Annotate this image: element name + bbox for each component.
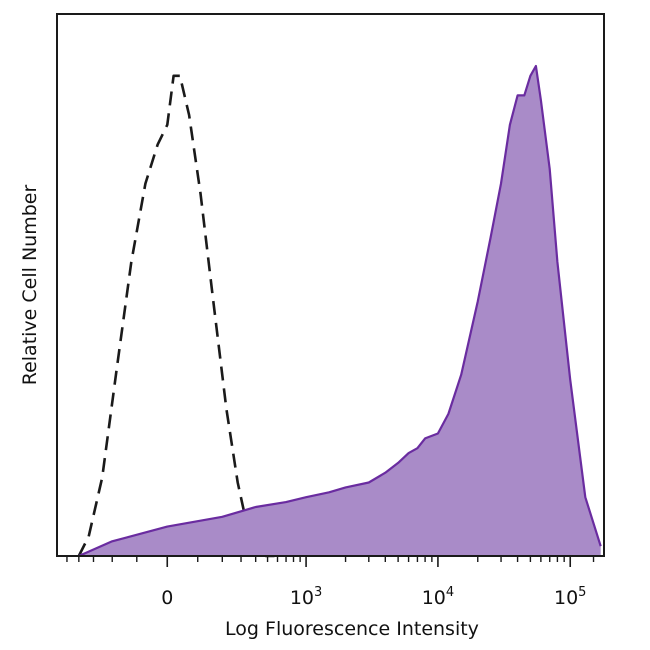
x-tick-label: 0 xyxy=(161,587,173,609)
stained-histogram-fill xyxy=(78,66,601,556)
x-axis: 0 103 104 105 xyxy=(66,556,595,609)
plot-frame xyxy=(56,13,605,557)
x-tick-label: 103 xyxy=(290,585,322,609)
x-axis-label: Log Fluorescence Intensity xyxy=(225,618,479,640)
control-histogram-line xyxy=(77,74,301,558)
plot-layer xyxy=(77,64,602,558)
x-tick-label: 105 xyxy=(554,585,586,609)
x-tick-label: 104 xyxy=(422,585,454,609)
y-axis-label: Relative Cell Number xyxy=(19,185,41,386)
stained-histogram-line xyxy=(78,64,602,558)
